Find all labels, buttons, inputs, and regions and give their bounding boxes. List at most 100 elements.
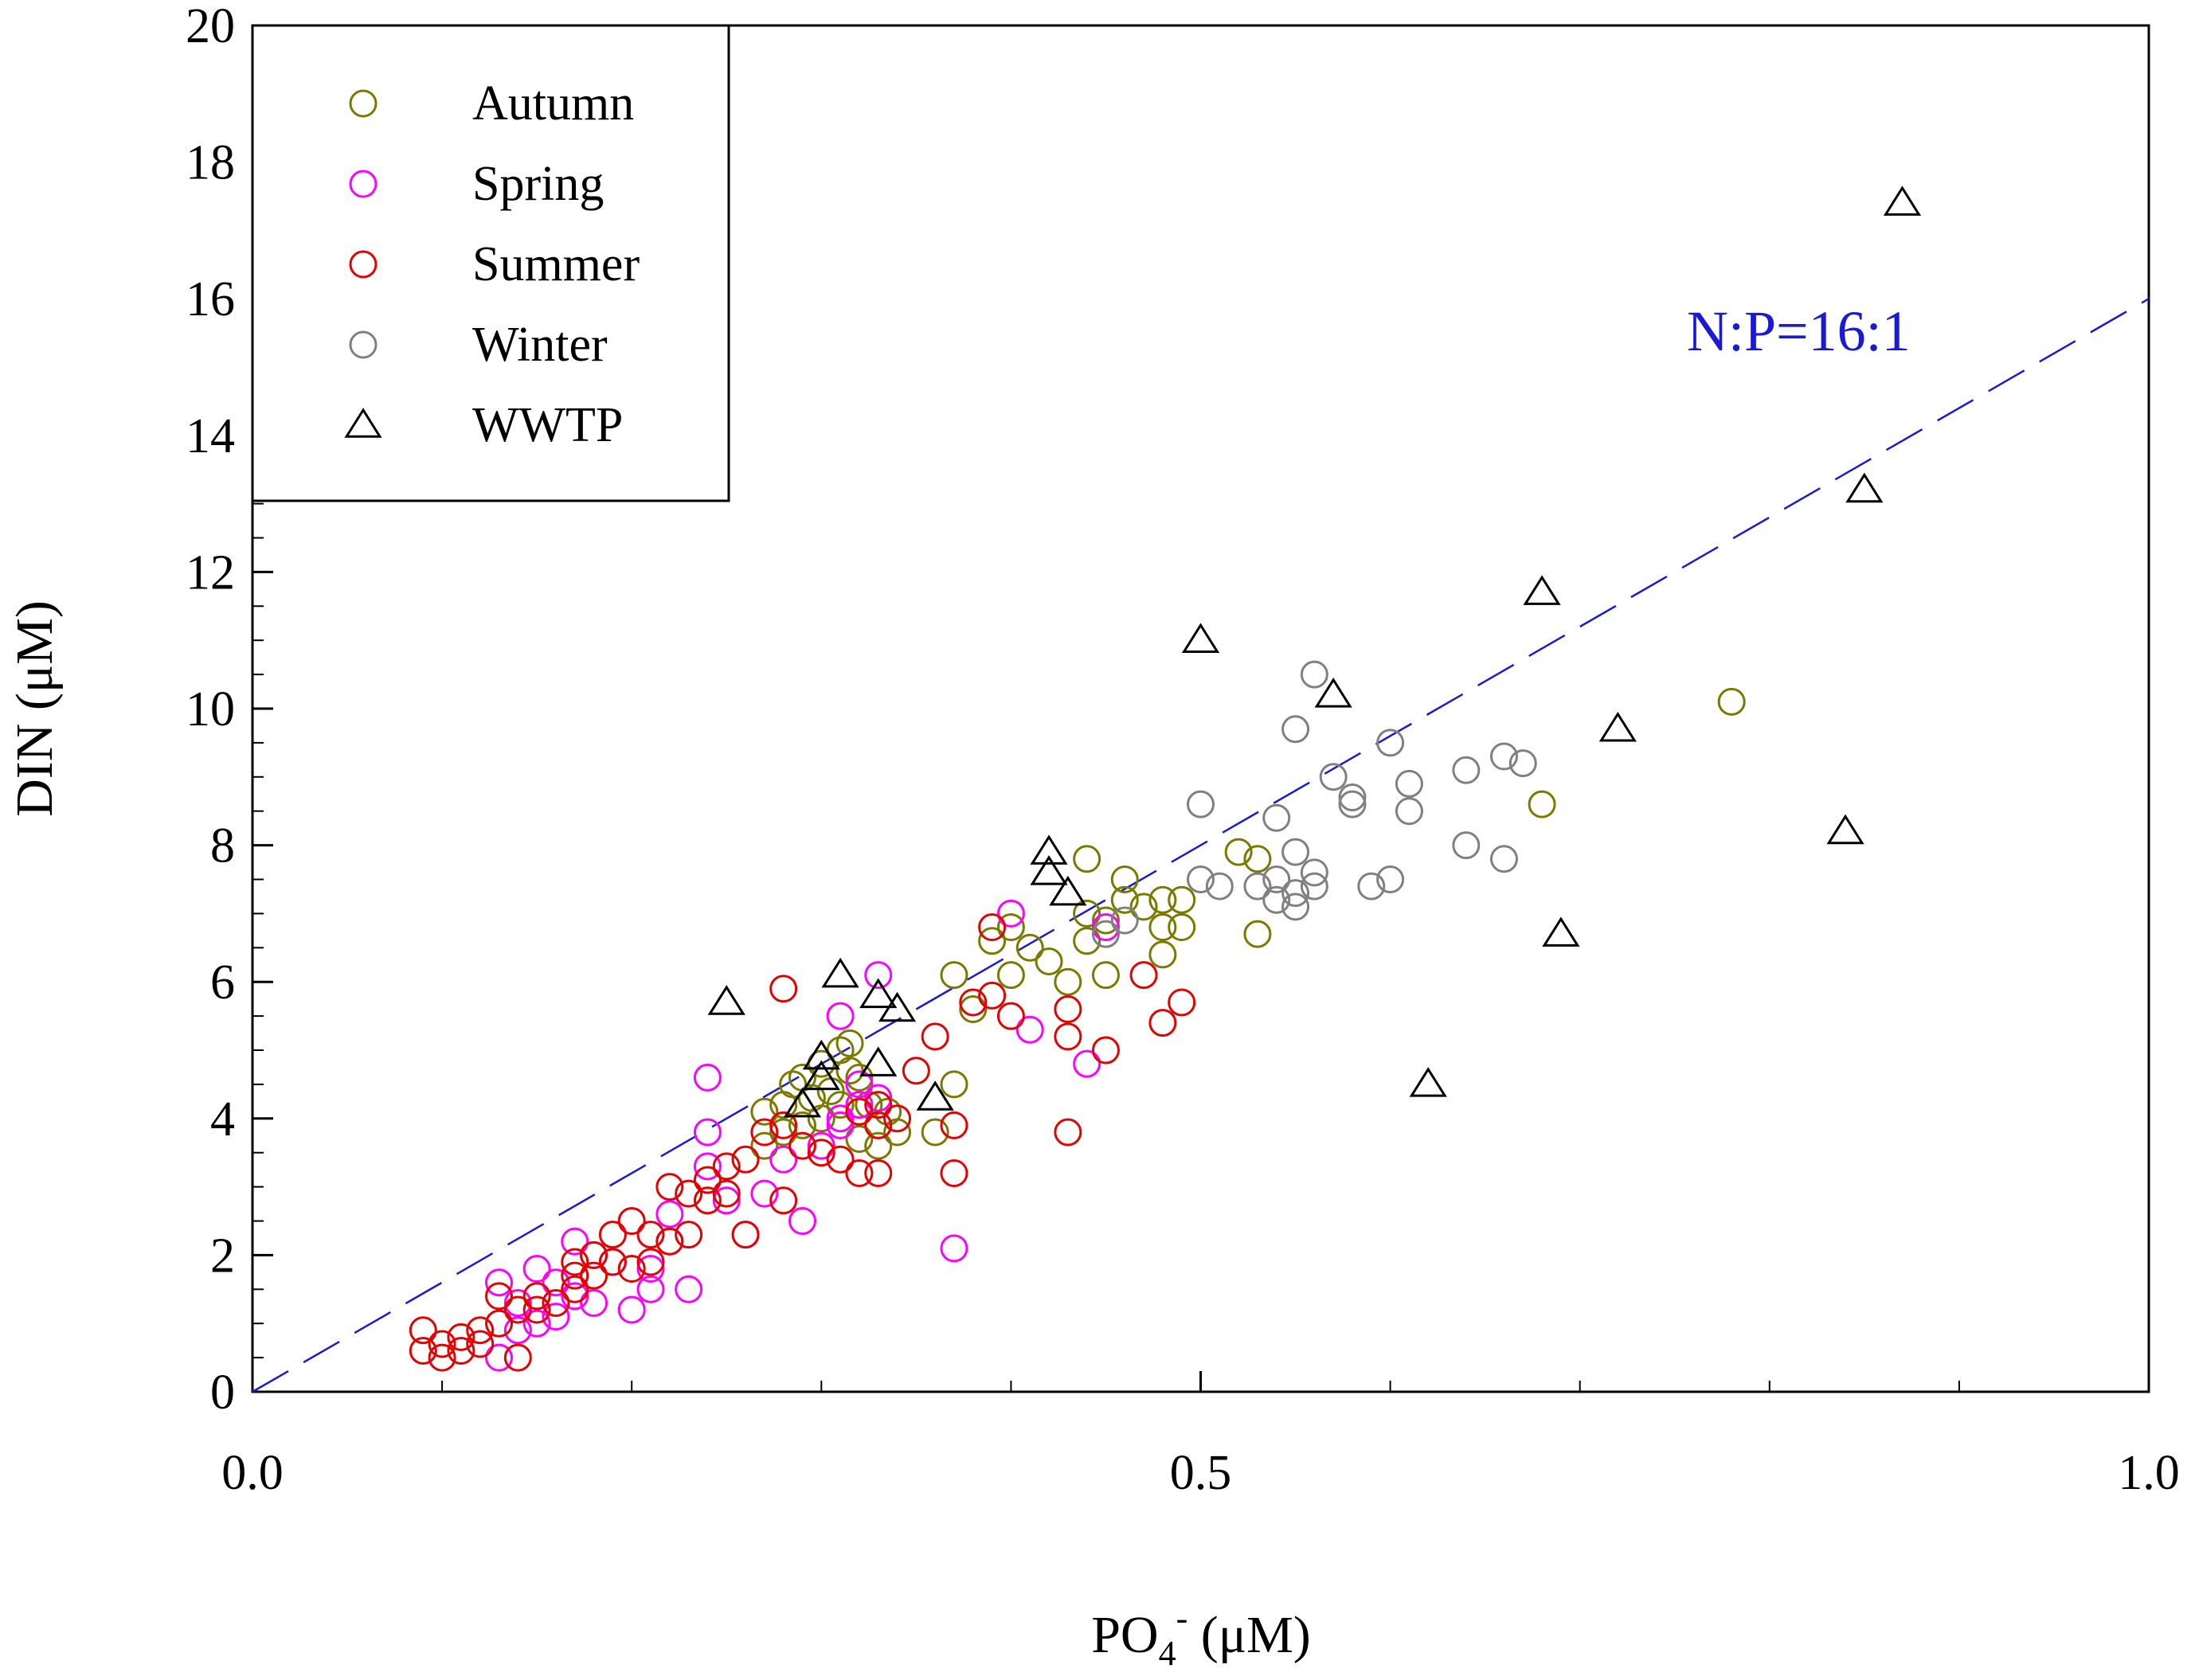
autumn-point (1073, 845, 1101, 873)
y-tick-label: 18 (186, 136, 235, 190)
spring-point (542, 1303, 570, 1331)
winter-point (1243, 872, 1272, 901)
legend-label-summer: Summer (472, 237, 640, 291)
autumn-point (996, 913, 1025, 942)
wwtp-point (1049, 875, 1087, 906)
summer-point (731, 1221, 760, 1249)
summer-point (940, 1111, 968, 1139)
autumn-point (959, 995, 988, 1024)
legend: Autumn Spring Summer Winter WWTP (344, 76, 640, 452)
summer-point (485, 1282, 514, 1311)
spring-point (845, 1070, 874, 1099)
autumn-point (1035, 947, 1063, 975)
series-wwtp (707, 186, 1922, 1118)
spring-point (542, 1268, 570, 1297)
autumn-point (996, 961, 1025, 990)
autumn-point (750, 1131, 779, 1160)
autumn-point (940, 1070, 968, 1099)
wwtp-point (1409, 1067, 1447, 1097)
autumn-point (1054, 967, 1082, 996)
winter-point (1338, 790, 1367, 819)
summer-point (864, 1111, 893, 1139)
autumn-point (769, 1118, 798, 1147)
autumn-point (940, 961, 968, 990)
spring-point (826, 1111, 855, 1139)
summer-point (996, 1002, 1025, 1030)
summer-point (466, 1330, 495, 1358)
autumn-point (826, 1091, 855, 1119)
spring-point (503, 1288, 532, 1317)
x-tick-label: 0.0 (221, 1446, 284, 1500)
summer-point (675, 1221, 703, 1249)
spring-point (561, 1227, 589, 1256)
spring-point (655, 1200, 684, 1229)
autumn-point (1528, 790, 1556, 819)
summer-point (978, 981, 1007, 1010)
y-tick-label: 4 (210, 1092, 235, 1147)
reference-line-label: N:P=16:1 (1687, 299, 1911, 363)
winter-point (1319, 763, 1348, 791)
spring-point (675, 1275, 703, 1303)
winter-point (1489, 845, 1518, 873)
spring-point (864, 961, 893, 990)
winter-point (1300, 660, 1328, 689)
autumn-point (1129, 893, 1158, 921)
summer-point (466, 1316, 495, 1345)
summer-point (617, 1207, 646, 1235)
spring-point (1073, 1049, 1101, 1078)
wwtp-point (821, 957, 859, 988)
spring-point (845, 1091, 874, 1119)
spring-point (693, 1063, 722, 1092)
legend-label-spring: Spring (472, 157, 604, 211)
x-axis-title-unit: (μM) (1187, 1606, 1311, 1664)
legend-marker-autumn (349, 89, 378, 118)
autumn-point (864, 1131, 893, 1160)
winter-point (1281, 838, 1310, 866)
x-axis-title-subscript: 4 (1159, 1634, 1176, 1673)
winter-point (1262, 803, 1291, 832)
wwtp-point (1181, 623, 1220, 653)
winter-point (1300, 872, 1328, 901)
summer-point (409, 1316, 437, 1345)
autumn-point (788, 1111, 816, 1139)
wwtp-point (707, 985, 745, 1015)
autumn-point (1091, 906, 1120, 935)
autumn-point (807, 1104, 835, 1133)
y-tick-label: 8 (210, 819, 235, 873)
winter-point (1281, 893, 1310, 921)
winter-point (1205, 872, 1234, 901)
spring-point (864, 1084, 893, 1112)
autumn-point (1073, 899, 1101, 928)
summer-point (561, 1248, 589, 1276)
winter-point (1281, 879, 1310, 908)
autumn-point (1243, 920, 1272, 948)
winter-point (1376, 729, 1405, 757)
autumn-point (1091, 961, 1120, 990)
spring-point (693, 1118, 722, 1147)
summer-point (522, 1295, 551, 1324)
spring-point (580, 1288, 608, 1317)
spring-point (1015, 1015, 1044, 1044)
winter-point (1187, 790, 1215, 819)
summer-point (978, 913, 1007, 942)
ratio-line (252, 298, 2150, 1393)
summer-point (807, 1139, 835, 1167)
summer-point (940, 1158, 968, 1187)
series-spring (485, 899, 1120, 1372)
summer-point (428, 1343, 456, 1372)
summer-point (542, 1288, 570, 1317)
wwtp-point (1030, 855, 1068, 885)
y-tick-label: 12 (186, 545, 235, 600)
spring-point (522, 1309, 551, 1338)
wwtp-point (1314, 678, 1352, 708)
summer-point (503, 1295, 532, 1324)
summer-point (598, 1248, 627, 1276)
summer-point (788, 1131, 816, 1160)
winter-point (1281, 715, 1310, 744)
autumn-point (1243, 845, 1272, 873)
y-axis-title: DIN (μM) (6, 600, 64, 817)
reference-line (252, 298, 2150, 1393)
spring-point (617, 1295, 646, 1324)
winter-point (1187, 865, 1215, 893)
series-autumn (750, 687, 1746, 1160)
